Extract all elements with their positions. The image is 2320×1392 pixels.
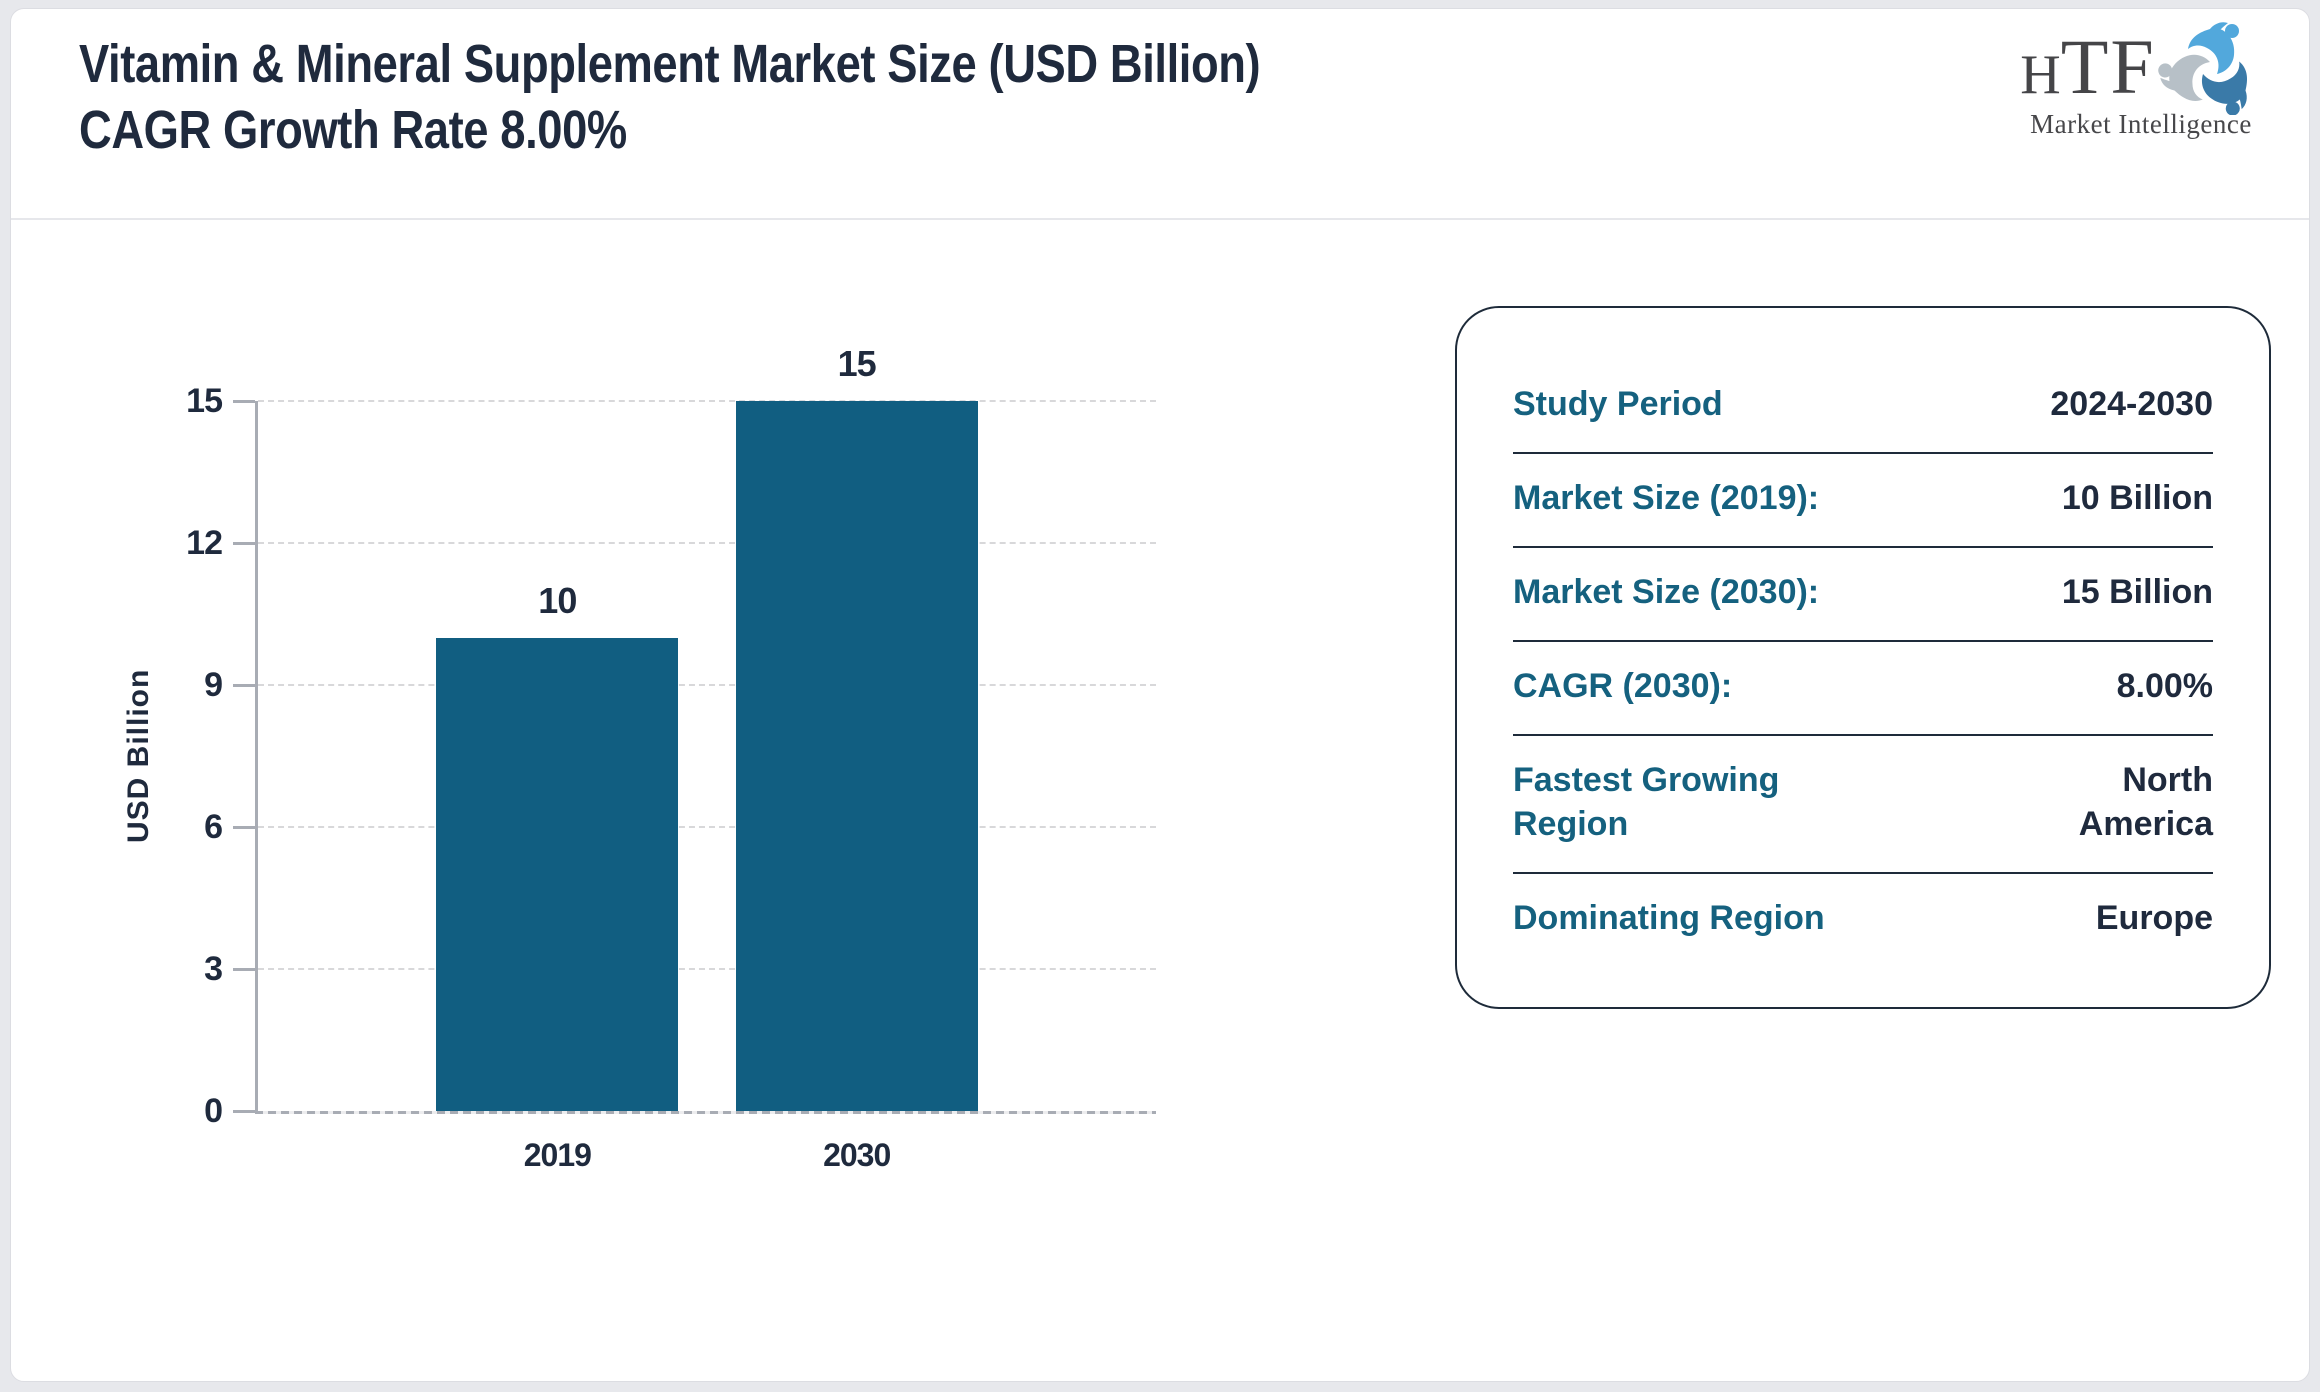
gridline — [258, 542, 1156, 544]
gridline — [258, 400, 1156, 402]
gridline — [258, 826, 1156, 828]
y-tick-mark — [233, 541, 255, 545]
y-axis-title: USD Billion — [122, 668, 155, 844]
htf-logo-text: HTF — [2020, 22, 2155, 112]
panel-row: Fastest Growing Region North America — [1513, 736, 2213, 874]
panel-row-label: Dominating Region — [1513, 899, 1825, 937]
panel-row-label: Fastest Growing Region — [1513, 761, 1780, 843]
htf-logo-letter-h: H — [2020, 44, 2061, 106]
bar-value-label: 15 — [837, 343, 877, 384]
panel-row-value: 15 Billion — [2061, 573, 2213, 611]
panel-row-value: 10 Billion — [2061, 479, 2213, 517]
x-tick-label: 2030 — [823, 1137, 891, 1173]
market-summary-panel: Study Period 2024-2030 Market Size (2019):… — [1455, 306, 2271, 1009]
gridline — [258, 968, 1156, 970]
page-title: Vitamin & Mineral Supplement Market Size… — [79, 34, 1261, 160]
panel-row-value: 8.00% — [2116, 667, 2213, 705]
panel-row-value: 2024-2030 — [2050, 385, 2213, 423]
x-axis-line — [255, 1111, 1156, 1114]
panel-row: Market Size (2019): 10 Billion — [1513, 454, 2213, 548]
report-card: Vitamin & Mineral Supplement Market Size… — [10, 8, 2310, 1382]
bar-chart-plot-area: 0 3 6 9 12 15 10 2019 15 2030 — [186, 343, 1156, 1173]
panel-row-label: Market Size (2030): — [1513, 573, 1820, 611]
panel-row-label: Study Period — [1513, 385, 1723, 423]
y-tick-mark — [233, 825, 255, 829]
htf-logo-letters-tf: TF — [2060, 23, 2156, 110]
y-tick-label: 12 — [186, 524, 223, 562]
bar-2019 — [436, 638, 678, 1111]
panel-row: CAGR (2030): 8.00% — [1513, 642, 2213, 736]
panel-row-label: Market Size (2019): — [1513, 479, 1820, 517]
gridline — [258, 684, 1156, 686]
y-tick-mark — [233, 399, 255, 403]
y-tick-label: 9 — [204, 666, 223, 704]
panel-row: Dominating Region Europe — [1513, 874, 2213, 966]
y-tick-mark — [233, 967, 255, 971]
y-axis-line — [255, 401, 258, 1114]
x-tick-label: 2019 — [523, 1137, 592, 1173]
htf-swirl-icon — [2157, 22, 2247, 115]
bar-value-label: 10 — [538, 580, 577, 621]
y-tick-label: 15 — [186, 382, 223, 420]
panel-row-value: Europe — [2095, 899, 2213, 937]
y-tick-label: 3 — [204, 950, 223, 988]
y-tick-mark — [233, 1109, 255, 1113]
htf-logo-top: HTF — [1991, 19, 2291, 115]
panel-row-label: CAGR (2030): — [1513, 667, 1733, 705]
htf-logo-subtitle: Market Intelligence — [2030, 109, 2252, 139]
y-tick-label: 6 — [204, 808, 223, 846]
y-tick-label: 0 — [204, 1092, 223, 1130]
htf-logo: HTF Market Intelligence — [1991, 19, 2291, 140]
header-divider — [11, 218, 2309, 220]
bar-2030 — [736, 401, 978, 1111]
panel-row: Market Size (2030): 15 Billion — [1513, 548, 2213, 642]
y-tick-mark — [233, 683, 255, 687]
panel-row-value: North America — [2078, 761, 2213, 843]
panel-row: Study Period 2024-2030 — [1513, 360, 2213, 454]
